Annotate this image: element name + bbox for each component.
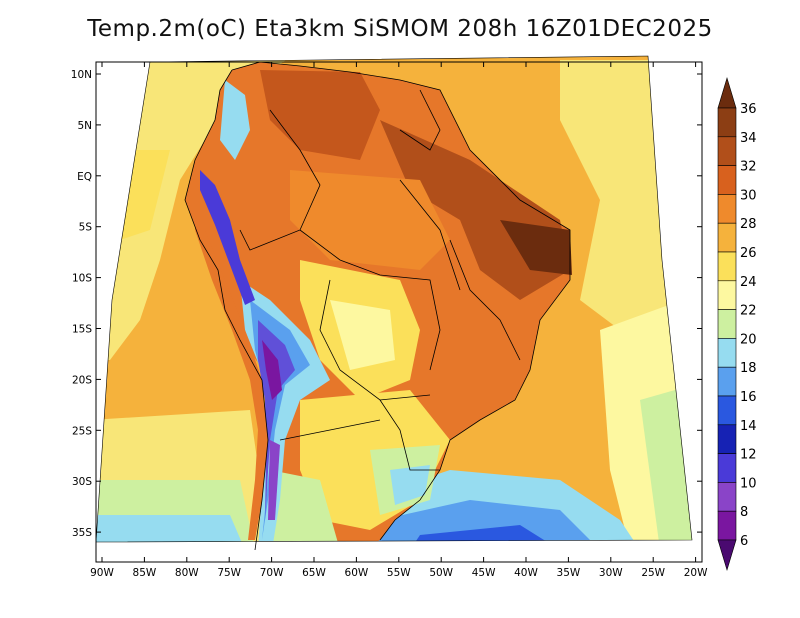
argentina-brazil-border xyxy=(379,399,440,471)
lon-tick-label: 40W xyxy=(514,567,538,579)
lat-tick-label: 25S xyxy=(72,425,92,437)
colorbar-label: 18 xyxy=(740,361,757,376)
lat-tick-label: 20S xyxy=(72,374,92,386)
colorbar-label: 34 xyxy=(740,131,757,146)
central-amazon-zone xyxy=(290,170,450,270)
lon-tick-label: 70W xyxy=(260,567,284,579)
lon-tick-label: 45W xyxy=(472,567,496,579)
pacific-coastline xyxy=(184,69,269,551)
brazil-state-border-1 xyxy=(449,239,521,361)
colorbar-bottom-arrow xyxy=(717,539,737,572)
colorbar-label: 14 xyxy=(740,419,757,434)
bolivia-paraguay-border xyxy=(319,279,431,401)
colorbar-label: 32 xyxy=(740,160,757,175)
colorbar-segment xyxy=(717,338,737,368)
lat-tick-label: EQ xyxy=(77,171,92,183)
colorbar-segment xyxy=(717,395,737,426)
domain-outline xyxy=(95,55,693,543)
colorbar-segment xyxy=(717,194,737,224)
colorbar-segment xyxy=(717,424,737,454)
patagonia-zone xyxy=(265,470,340,542)
colorbar-segment xyxy=(717,165,737,195)
atlantic-south-coldest-band xyxy=(410,525,560,542)
lat-tick-label: 15S xyxy=(72,324,92,336)
temperature-field xyxy=(96,56,692,542)
colorbar-segment xyxy=(717,280,737,310)
colorbar-label: 20 xyxy=(740,332,757,347)
uruguay-cool-zone xyxy=(390,465,430,505)
guianas-border xyxy=(399,89,441,151)
lon-tick-label: 20W xyxy=(684,567,708,579)
country-borders xyxy=(184,61,571,551)
pacific-north-field xyxy=(96,56,300,360)
lat-tick-label: 5N xyxy=(77,120,92,132)
lat-tick-label: 10N xyxy=(71,69,92,81)
lon-tick-label: 35W xyxy=(557,567,581,579)
andes-south-peak-zone xyxy=(268,440,280,520)
lon-tick-label: 65W xyxy=(302,567,326,579)
brazil-state-border-2 xyxy=(399,179,461,291)
lon-tick-label: 50W xyxy=(429,567,453,579)
lon-tick-label: 60W xyxy=(345,567,369,579)
colorbar-label: 36 xyxy=(740,102,757,117)
colorbar-label: 6 xyxy=(740,534,748,549)
colorbar-segment xyxy=(717,482,737,512)
guiana-hot-zone xyxy=(260,70,380,160)
colorbar-label: 22 xyxy=(740,304,757,319)
colorbar-label: 8 xyxy=(740,505,748,520)
northeast-extreme-zone xyxy=(500,220,572,275)
longitude-axis: 90W 85W 80W 75W 70W 65W 60W 55W 50W 45W 40W 35W 30W 2… xyxy=(90,62,708,579)
colorbar-label: 28 xyxy=(740,217,757,232)
andes-peak-zone xyxy=(262,340,282,400)
lon-tick-label: 85W xyxy=(133,567,157,579)
coastal-desert-zone xyxy=(195,200,268,540)
lon-tick-label: 55W xyxy=(387,567,411,579)
colorbar-top-arrow xyxy=(717,76,737,109)
colorbar-segment xyxy=(717,366,737,397)
brazil-colombia-border xyxy=(239,109,321,251)
lat-tick-label: 35S xyxy=(72,527,92,539)
colorbar-label: 16 xyxy=(740,390,757,405)
pacific-south-band-3 xyxy=(96,515,245,542)
colorbar-segment xyxy=(717,510,737,541)
lon-tick-label: 75W xyxy=(217,567,241,579)
colorbar: 36 34 32 30 28 26 24 22 20 18 16 14 12 10 8 6 xyxy=(717,76,757,572)
lat-tick-label: 10S xyxy=(72,273,92,285)
colorbar-segment xyxy=(717,453,737,483)
colorbar-label: 10 xyxy=(740,476,757,491)
colorbar-label: 26 xyxy=(740,246,757,261)
colorbar-label: 12 xyxy=(740,448,757,463)
colorbar-segment xyxy=(717,222,737,253)
colorbar-segment xyxy=(717,136,737,166)
colombian-andes-zone xyxy=(220,80,250,160)
andes-north-cold-zone xyxy=(200,170,255,305)
lon-tick-label: 90W xyxy=(90,567,114,579)
map-title: Temp.2m(oC) Eta3km SiSMOM 208h 16Z01DEC2… xyxy=(87,16,713,42)
lat-tick-label: 5S xyxy=(79,222,93,234)
colorbar-segment xyxy=(717,107,737,138)
lon-tick-label: 25W xyxy=(641,567,665,579)
chaco-zone xyxy=(330,300,395,370)
brazil-bolivia-border xyxy=(299,229,441,371)
colorbar-segment xyxy=(717,309,737,339)
chile-argentina-border xyxy=(279,419,381,441)
lat-tick-label: 30S xyxy=(72,476,92,488)
atlantic-far-southeast-field xyxy=(640,380,692,542)
colorbar-segment xyxy=(717,251,737,282)
colorbar-label: 30 xyxy=(740,188,757,203)
colorbar-label: 24 xyxy=(740,275,757,290)
lon-tick-label: 30W xyxy=(599,567,623,579)
latitude-axis: 10N 5N EQ 5S 10S 15S 20S 25S 30S 35S xyxy=(71,69,702,539)
lon-tick-label: 80W xyxy=(175,567,199,579)
